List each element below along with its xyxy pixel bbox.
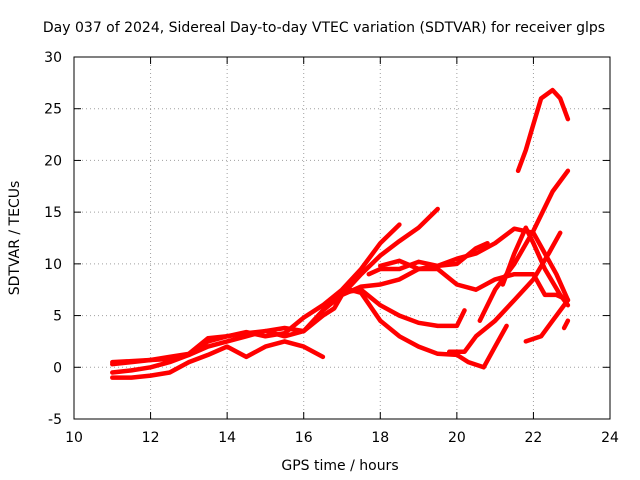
x-tick-label: 24 [601,430,619,446]
x-tick-label: 18 [371,430,389,446]
y-tick-label: 5 [53,309,62,325]
series-trace-13 [523,297,571,344]
y-tick-label: -5 [48,412,62,428]
y-tick-label: 15 [44,205,62,221]
data-series [110,87,571,380]
x-axis-label: GPS time / hours [281,458,398,474]
y-axis-label: SDTVAR / TECUs [7,181,23,296]
plot-frame [73,56,611,420]
series-trace-11 [500,225,571,308]
series-trace-7 [366,226,571,303]
y-tick-label: 25 [44,102,62,118]
series-trace-10 [477,168,571,323]
series-trace-12 [515,87,571,174]
series-trace-2 [110,222,402,367]
x-tick-label: 10 [65,430,83,446]
x-tick-label: 12 [142,430,160,446]
series-trace-8 [378,258,571,303]
y-tick-labels: -5 0 5 10 15 20 25 30 [44,50,62,428]
series-trace-4 [110,339,326,380]
series-trace-14 [561,318,571,331]
series-trace-6 [347,287,509,370]
y-tick-label: 20 [44,153,62,169]
x-tick-label: 14 [218,430,236,446]
x-tick-labels: 10 12 14 16 18 20 22 24 [65,430,619,446]
y-tick-label: 10 [44,257,62,273]
chart-title: Day 037 of 2024, Sidereal Day-to-day VTE… [43,20,605,36]
y-tick-label: 30 [44,50,62,66]
y-tick-label: 0 [53,360,62,376]
x-tick-label: 20 [448,430,466,446]
series-trace-9 [446,230,563,355]
series-trace-5 [339,287,467,329]
x-tick-label: 16 [295,430,313,446]
grid-lines [74,57,610,419]
x-tick-label: 22 [525,430,543,446]
